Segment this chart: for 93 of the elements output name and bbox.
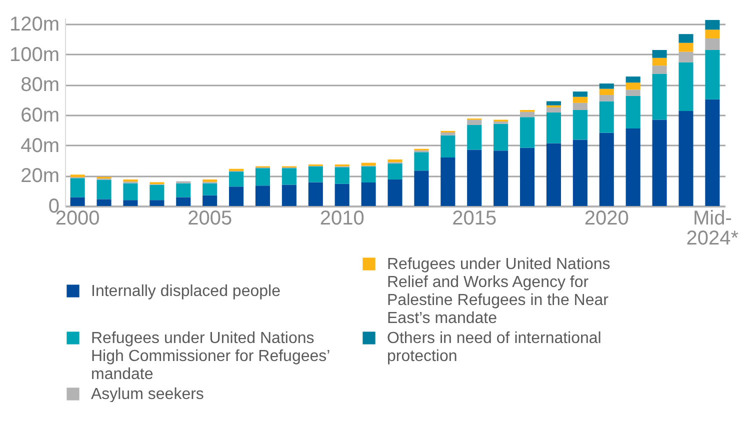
y-tick-label: 80m <box>20 74 60 96</box>
bar <box>599 95 614 102</box>
bar <box>494 124 508 151</box>
bar <box>572 96 588 103</box>
bar <box>123 183 138 200</box>
bar <box>678 110 694 206</box>
bar <box>572 102 588 110</box>
x-tick-label: 2005 <box>188 208 232 230</box>
bar <box>176 197 191 206</box>
bar <box>705 50 720 100</box>
legend-label: Asylum seekers <box>91 386 204 403</box>
bar <box>599 132 614 206</box>
bar <box>546 143 561 206</box>
legend-label: Internally displaced people <box>91 283 281 300</box>
bar <box>467 150 482 206</box>
bar <box>678 62 694 111</box>
bar <box>388 159 402 162</box>
bar <box>70 197 85 206</box>
y-tick-label: 20m <box>20 165 60 188</box>
bar <box>334 184 350 206</box>
bar <box>255 186 270 206</box>
bar <box>440 135 456 158</box>
bar <box>282 184 296 206</box>
bar <box>361 166 376 182</box>
bar <box>388 179 402 206</box>
bar <box>70 178 85 198</box>
bar <box>599 83 614 89</box>
bar <box>678 34 694 43</box>
bar <box>705 20 720 30</box>
bar <box>626 96 640 129</box>
bar <box>572 92 588 97</box>
bar <box>96 180 112 200</box>
bar <box>150 184 164 200</box>
bar <box>414 170 429 206</box>
bar <box>599 88 614 96</box>
bar <box>520 112 535 118</box>
bar <box>202 183 218 196</box>
bar <box>229 186 244 206</box>
bar <box>202 195 218 206</box>
bar <box>678 42 694 52</box>
legend-label: Refugees under United Nations Relief and Works Agency for Palestine Refugees in the Near East’s mandate <box>387 256 610 327</box>
bar <box>626 76 640 83</box>
legend-label: Refugees under United Nations High Commissioner for Refugees’ mandate <box>91 330 330 383</box>
x-tick-label: 2010 <box>320 208 364 230</box>
bar <box>123 179 138 182</box>
x-tick-label: Mid-2024* <box>686 208 739 250</box>
bar <box>705 38 720 50</box>
x-tick-label: 2020 <box>584 208 629 230</box>
bar <box>70 174 85 178</box>
bar <box>626 128 640 206</box>
x-tick-label: 2015 <box>452 208 497 230</box>
bar <box>229 172 244 187</box>
bar <box>414 152 429 171</box>
y-tick-label: 60m <box>20 104 60 127</box>
bar <box>202 179 218 182</box>
bar <box>440 157 456 206</box>
bar <box>546 112 561 144</box>
bar <box>467 120 482 126</box>
bar <box>440 132 456 136</box>
bar <box>96 199 112 206</box>
bar <box>678 52 694 62</box>
bar <box>388 164 402 180</box>
bar <box>572 110 588 140</box>
bar <box>705 99 720 206</box>
bar <box>308 166 323 182</box>
bar <box>705 30 720 38</box>
bar <box>652 120 667 206</box>
bar <box>572 140 588 206</box>
bar <box>361 182 376 206</box>
bar <box>255 168 270 186</box>
bar <box>626 82 640 90</box>
y-tick-label: 40m <box>20 134 60 157</box>
bar <box>123 200 138 206</box>
bar <box>520 148 535 206</box>
bar <box>652 50 667 58</box>
bar <box>520 117 535 148</box>
y-tick-label: 120m <box>9 14 60 36</box>
bar <box>334 167 350 184</box>
bar <box>308 182 323 206</box>
legend-label: Others in need of international protection <box>387 330 602 365</box>
y-tick-label: 100m <box>9 44 60 66</box>
bar <box>652 58 667 66</box>
bar <box>546 101 561 106</box>
bar <box>467 125 482 150</box>
bar <box>494 150 508 206</box>
bar <box>282 168 296 185</box>
bar <box>546 107 561 112</box>
bar <box>599 101 614 133</box>
bar <box>150 200 164 206</box>
bar <box>176 183 191 198</box>
bar <box>652 74 667 120</box>
bar <box>626 90 640 96</box>
bar <box>652 66 667 74</box>
